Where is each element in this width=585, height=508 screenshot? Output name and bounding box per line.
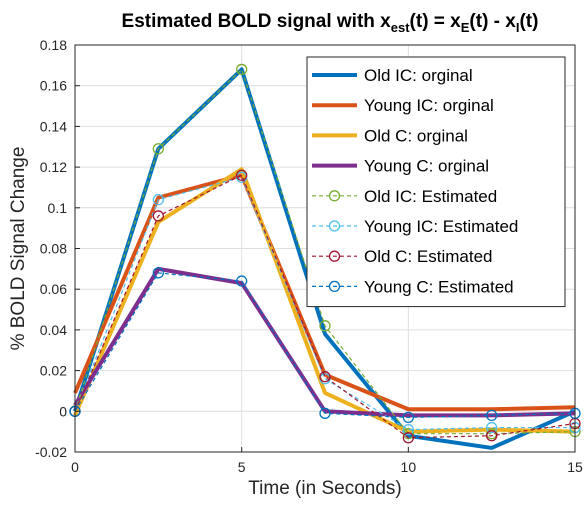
legend-marker	[328, 280, 341, 293]
x-tick-label: 0	[71, 459, 79, 475]
legend-label: Old IC: Estimated	[364, 187, 497, 206]
y-tick-label: 0.1	[48, 200, 68, 216]
plot-area	[69, 63, 581, 450]
y-tick-label: 0.14	[40, 118, 67, 134]
series-line	[73, 167, 576, 434]
y-tick-label: 0.16	[40, 78, 67, 94]
legend-entry: Old IC: Estimated	[312, 187, 497, 206]
x-axis-label: Time (in Seconds)	[248, 478, 401, 499]
legend-marker	[328, 250, 341, 262]
legend-entry: Young IC: orginal	[312, 96, 494, 115]
legend-label: Young IC: orginal	[364, 96, 494, 115]
x-tick-label: 10	[401, 459, 417, 475]
chart-title: Estimated BOLD signal with xest(t) = xE(…	[122, 11, 539, 35]
legend-entry: Young IC: Estimated	[312, 217, 518, 236]
y-tick-label: -0.02	[35, 444, 67, 460]
data-point	[402, 432, 414, 444]
series-line	[73, 173, 576, 412]
ticks: 0 5 10 15-0.0200.020.040.060.080.10.120.140…	[35, 37, 583, 475]
data-point	[152, 143, 164, 155]
data-point	[402, 428, 414, 440]
data-point	[152, 267, 164, 279]
x-tick-label: 15	[567, 459, 583, 475]
y-tick-label: 0.18	[40, 37, 67, 53]
series-line	[74, 272, 576, 419]
series-2	[73, 167, 576, 434]
y-tick-label: 0	[59, 403, 67, 419]
series-1	[73, 173, 576, 412]
data-point	[236, 63, 248, 76]
data-point	[486, 421, 498, 434]
series-line	[74, 68, 576, 435]
legend: Old IC: orginal Young IC: orginal Old C: o…	[306, 56, 566, 308]
y-tick-label: 0.12	[40, 159, 67, 175]
legend-entry: Young C: Estimated	[312, 277, 514, 296]
data-point	[402, 423, 414, 436]
data-point	[152, 210, 164, 222]
data-point	[152, 194, 164, 206]
y-tick-label: 0.08	[40, 241, 67, 257]
y-tick-label: 0.02	[40, 363, 67, 379]
data-point	[402, 411, 414, 424]
legend-box	[306, 56, 566, 308]
data-point	[486, 409, 498, 422]
data-point	[319, 371, 331, 383]
data-point	[319, 407, 331, 419]
legend-label: Old C: orginal	[364, 126, 468, 145]
data-point	[319, 320, 331, 332]
y-tick-label: 0.06	[40, 281, 67, 297]
legend-marker	[328, 190, 341, 202]
data-point	[236, 169, 248, 181]
legend-entry: Old C: Estimated	[312, 247, 493, 266]
legend-label: Old C: Estimated	[364, 247, 493, 266]
legend-label: Young C: Estimated	[364, 277, 514, 296]
series-line	[74, 176, 575, 431]
series-6	[69, 169, 581, 444]
data-point	[486, 430, 498, 442]
legend-label: Young C: orginal	[364, 157, 489, 176]
series-line	[74, 174, 576, 439]
legend-marker	[328, 220, 341, 232]
legend-label: Young IC: Estimated	[364, 217, 518, 236]
legend-entry: Old C: orginal	[312, 126, 468, 145]
legend-entry: Old IC: orginal	[312, 66, 473, 85]
x-tick-label: 5	[238, 459, 246, 475]
y-tick-label: 0.04	[40, 322, 67, 338]
y-axis-label: % BOLD Signal Change	[8, 147, 29, 351]
legend-label: Old IC: orginal	[364, 66, 473, 85]
data-point	[236, 275, 248, 287]
legend-entry: Young C: orginal	[312, 157, 489, 176]
